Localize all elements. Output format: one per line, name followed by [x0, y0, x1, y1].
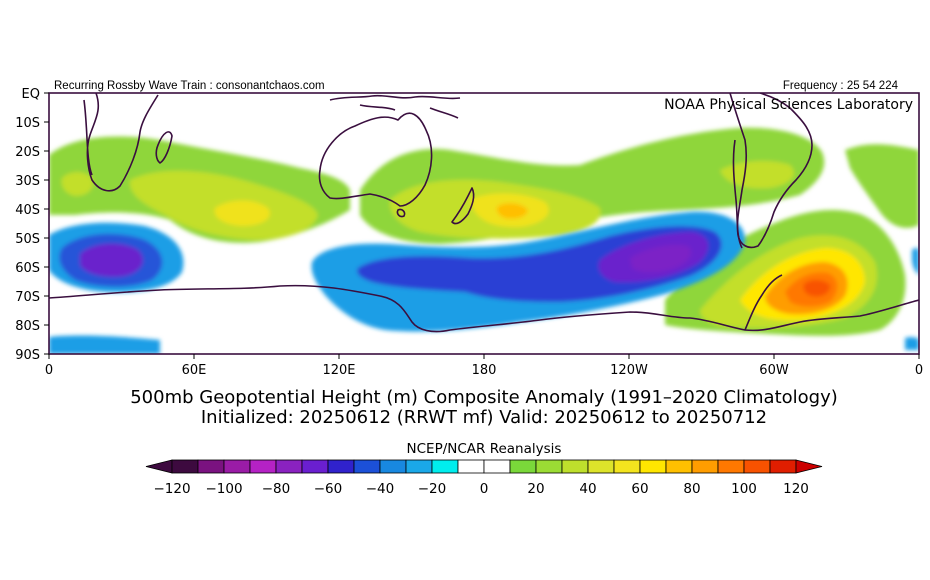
anomaly-purple-core — [630, 244, 692, 273]
anomaly-gold-central — [496, 203, 528, 219]
colorbar-swatch — [613, 459, 641, 474]
colorbar-tick-label: 100 — [731, 481, 757, 497]
colorbar-swatch — [743, 459, 771, 474]
colorbar-swatch — [769, 459, 797, 474]
colorbar-swatch — [275, 459, 303, 474]
colorbar-swatch — [431, 459, 459, 474]
coast-antarctic-peninsula — [744, 274, 783, 331]
colorbar — [145, 459, 823, 474]
lat-tick-label: EQ — [22, 87, 40, 102]
coast-tasmania — [396, 208, 406, 218]
lat-tick-label: 30S — [15, 174, 40, 189]
colorbar-tick-label: −80 — [262, 481, 291, 497]
colorbar-swatch — [171, 459, 199, 474]
colorbar-swatch — [691, 459, 719, 474]
coast-south-america — [729, 93, 813, 249]
lat-tick-label: 50S — [15, 232, 40, 247]
lab-label: NOAA Physical Sciences Laboratory — [664, 97, 913, 113]
coastlines — [49, 93, 919, 333]
colorbar-tick-label: 0 — [480, 481, 489, 497]
coast-antarctica — [49, 284, 919, 333]
colorbar-swatch — [535, 459, 563, 474]
map-panel — [49, 93, 919, 354]
lon-tick-label: 180 — [472, 363, 497, 378]
lon-tick-label: 60E — [182, 363, 207, 378]
anomaly-blue-right-edge-2 — [912, 247, 919, 275]
header-frequency-label: Frequency : 25 54 224 — [783, 80, 899, 92]
anomaly-orange-core — [803, 279, 831, 297]
colorbar-tick-label: 40 — [579, 481, 596, 497]
anomaly-blue-south-edge — [49, 335, 160, 354]
title-line-2: Initialized: 20250612 (RRWT mf) Valid: 2… — [201, 407, 767, 428]
coast-indonesia — [329, 94, 461, 119]
colorbar-tick-label: −40 — [366, 481, 395, 497]
colorbar-tick-label: 20 — [527, 481, 544, 497]
colorbar-swatch — [509, 459, 537, 474]
colorbar-ticks: −120 −100 −80 −60 −40 −20 0 20 40 60 80 100 120 — [153, 481, 808, 497]
colorbar-swatch — [587, 459, 615, 474]
colorbar-swatch — [639, 459, 667, 474]
colorbar-label: NCEP/NCAR Reanalysis — [407, 441, 562, 457]
lat-tick-label: 40S — [15, 203, 40, 218]
lat-tick-label: 10S — [15, 116, 40, 131]
lat-tick-label: 20S — [15, 145, 40, 160]
longitude-axis: 0 60E 120E 180 120W 60W 0 — [45, 354, 923, 378]
anomaly-yg-westtip — [61, 172, 94, 196]
header-source-label: Recurring Rossby Wave Train : consonantc… — [54, 80, 325, 92]
anomaly-yg-east — [720, 160, 794, 189]
colorbar-swatch — [249, 459, 277, 474]
positive-anomaly-fields — [49, 127, 919, 336]
colorbar-tick-label: 60 — [631, 481, 648, 497]
negative-anomaly-fields — [49, 211, 919, 354]
colorbar-over-arrow — [795, 459, 823, 474]
lat-tick-label: 80S — [15, 319, 40, 334]
anomaly-blue-right-edge — [905, 337, 919, 350]
anomaly-green-right-edge — [845, 144, 919, 228]
colorbar-under-arrow — [145, 459, 173, 474]
coast-australia — [318, 112, 433, 207]
lon-tick-label: 0 — [915, 363, 923, 378]
lon-tick-label: 0 — [45, 363, 53, 378]
coast-africa — [83, 93, 159, 192]
colorbar-swatch — [405, 459, 433, 474]
colorbar-swatch — [717, 459, 745, 474]
colorbar-swatch — [353, 459, 381, 474]
colorbar-tick-label: −60 — [314, 481, 343, 497]
colorbar-swatch — [483, 459, 511, 474]
colorbar-tick-label: −120 — [153, 481, 190, 497]
colorbar-tick-label: −20 — [418, 481, 447, 497]
coast-madagascar — [155, 131, 173, 164]
colorbar-swatch — [301, 459, 329, 474]
colorbar-tick-label: 120 — [783, 481, 809, 497]
lon-tick-label: 120W — [610, 363, 648, 378]
latitude-axis: EQ 10S 20S 30S 40S 50S 60S 70S 80S 90S — [15, 87, 49, 363]
lat-tick-label: 70S — [15, 290, 40, 305]
colorbar-tick-label: −100 — [205, 481, 242, 497]
lat-tick-label: 90S — [15, 348, 40, 363]
anomaly-yellow-west — [214, 200, 270, 226]
colorbar-tick-label: 80 — [683, 481, 700, 497]
colorbar-swatch — [223, 459, 251, 474]
colorbar-swatch — [457, 459, 485, 474]
coast-new-zealand — [451, 187, 475, 225]
title-line-1: 500mb Geopotential Height (m) Composite … — [130, 387, 838, 408]
colorbar-swatch — [327, 459, 355, 474]
colorbar-swatch — [561, 459, 589, 474]
lon-tick-label: 120E — [322, 363, 355, 378]
colorbar-swatch — [197, 459, 225, 474]
lon-tick-label: 60W — [759, 363, 789, 378]
lat-tick-label: 60S — [15, 261, 40, 276]
colorbar-swatch — [665, 459, 693, 474]
colorbar-swatch — [379, 459, 407, 474]
anomaly-purple-west — [80, 243, 143, 277]
coast-south-america-west — [732, 139, 743, 249]
